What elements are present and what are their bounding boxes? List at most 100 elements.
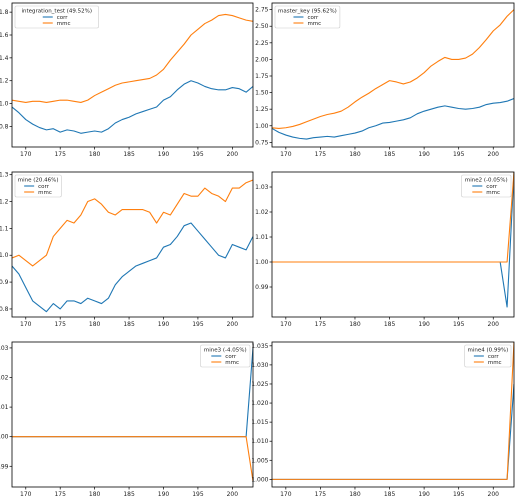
x-tick-label: 190 [158, 491, 170, 498]
x-tick-label: 170 [280, 321, 292, 328]
y-tick-label: 2.50 [255, 23, 269, 30]
series-line-mmc [12, 13, 253, 103]
x-tick-label: 185 [123, 321, 135, 328]
x-tick-label: 175 [54, 321, 66, 328]
x-tick-label: 195 [453, 491, 465, 498]
y-tick-label: 0.75 [255, 139, 269, 146]
y-tick-label: 1.2 [0, 78, 9, 85]
axes-frame [271, 171, 515, 318]
x-tick-label: 180 [349, 491, 361, 498]
axes-frame [11, 2, 254, 148]
x-tick-label: 175 [315, 321, 327, 328]
y-tick-label: 1.4 [0, 55, 9, 62]
x-tick-label: 185 [123, 151, 135, 158]
x-tick-label: 200 [488, 151, 500, 158]
x-tick-label: 170 [20, 491, 32, 498]
legend-title: mine4 (0.99%) [467, 348, 508, 354]
legend-label-corr: corr [225, 354, 237, 360]
x-tick-label: 180 [349, 151, 361, 158]
x-tick-label: 190 [418, 321, 430, 328]
x-tick-label: 170 [20, 321, 32, 328]
y-tick-label: 1.020 [251, 400, 268, 407]
legend-label-mmc: mmc [57, 21, 71, 27]
y-tick-label: 1.030 [251, 362, 268, 369]
legend-label-corr: corr [57, 15, 69, 21]
series-line-corr [272, 98, 514, 140]
x-tick-label: 200 [227, 321, 239, 328]
axes-frame [271, 2, 515, 148]
y-tick-label: 1.8 [0, 9, 9, 16]
x-tick-label: 200 [488, 321, 500, 328]
y-tick-label: 1.025 [251, 381, 268, 388]
y-tick-label: 1.02 [255, 209, 269, 216]
x-tick-label: 195 [453, 321, 465, 328]
axes-frame [11, 171, 254, 318]
x-tick-label: 195 [192, 151, 204, 158]
legend-label-mmc: mmc [307, 21, 321, 27]
x-tick-label: 180 [89, 321, 101, 328]
x-tick-label: 185 [384, 151, 396, 158]
y-tick-label: 1.0 [0, 252, 9, 259]
subplot-5: 170 175 180 185 190 195 200 0.99 1.00 1.01 1.02 1.0… [0, 341, 254, 498]
series-line-corr [272, 383, 514, 480]
legend-label-mmc: mmc [486, 190, 500, 196]
x-tick-label: 175 [315, 491, 327, 498]
x-tick-label: 180 [349, 321, 361, 328]
y-tick-label: 1.02 [0, 375, 9, 382]
legend-label-mmc: mmc [488, 360, 502, 366]
legend-title: integration_test (49.52%) [21, 9, 92, 15]
x-tick-label: 185 [123, 491, 135, 498]
legend-label-corr: corr [38, 184, 50, 190]
y-tick-label: 1.035 [251, 343, 268, 350]
x-tick-label: 180 [89, 491, 101, 498]
x-tick-label: 200 [227, 151, 239, 158]
y-tick-label: 1.00 [255, 259, 269, 266]
y-tick-label: 2.75 [255, 7, 269, 14]
x-tick-label: 200 [227, 491, 239, 498]
series-line-mmc [272, 342, 514, 480]
axes-frame [271, 341, 515, 488]
y-tick-label: 0.99 [255, 284, 269, 291]
x-tick-label: 200 [488, 491, 500, 498]
legend-box [274, 5, 341, 29]
y-tick-label: 0.8 [0, 306, 9, 313]
y-tick-label: 1.01 [255, 234, 269, 241]
x-tick-label: 170 [20, 151, 32, 158]
x-tick-label: 195 [453, 151, 465, 158]
y-tick-label: 0.8 [0, 123, 9, 130]
legend-title: mine3 (-4.05%) [204, 348, 247, 354]
x-tick-label: 180 [89, 151, 101, 158]
legend-label-corr: corr [488, 354, 500, 360]
legend-box [14, 5, 99, 29]
series-line-mmc [12, 179, 253, 267]
y-tick-label: 0.9 [0, 279, 9, 286]
legend-label-mmc: mmc [38, 190, 52, 196]
series-line-corr [12, 80, 253, 134]
x-tick-label: 175 [315, 151, 327, 158]
y-tick-label: 1.75 [255, 73, 269, 80]
y-tick-label: 1.1 [0, 225, 9, 232]
x-tick-label: 185 [384, 491, 396, 498]
axes-frame [11, 341, 254, 488]
y-tick-label: 1.3 [0, 172, 9, 179]
x-tick-label: 170 [280, 151, 292, 158]
x-tick-label: 190 [418, 491, 430, 498]
y-tick-label: 1.03 [255, 184, 269, 191]
x-tick-label: 195 [192, 321, 204, 328]
y-tick-label: 1.03 [0, 345, 9, 352]
y-tick-label: 1.01 [0, 404, 9, 411]
x-tick-label: 175 [54, 151, 66, 158]
y-tick-label: 1.50 [255, 90, 269, 97]
y-tick-label: 1.6 [0, 32, 9, 39]
legend-label-corr: corr [307, 15, 319, 21]
x-tick-label: 190 [418, 151, 430, 158]
subplot-4: 170 175 180 185 190 195 200 0.99 1.00 1.01 1.02 1.0… [255, 171, 515, 328]
series-line-mmc [272, 172, 514, 263]
legend-label-corr: corr [486, 184, 498, 190]
series-line-corr [12, 222, 253, 313]
